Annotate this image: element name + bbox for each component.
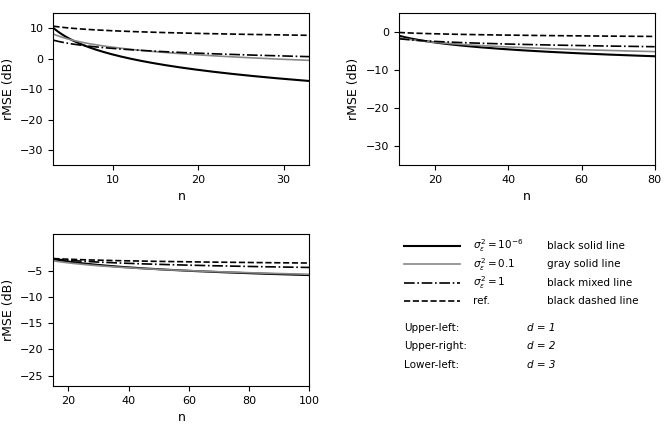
Text: Lower-left:: Lower-left: — [404, 360, 459, 370]
Text: Upper-right:: Upper-right: — [404, 341, 467, 351]
Text: $\sigma_\varepsilon^2 = 1$: $\sigma_\varepsilon^2 = 1$ — [473, 274, 506, 291]
X-axis label: n: n — [178, 411, 185, 424]
Text: gray solid line: gray solid line — [547, 259, 621, 269]
Text: d = 1: d = 1 — [527, 323, 555, 333]
Text: black mixed line: black mixed line — [547, 278, 633, 287]
Text: $\sigma_\varepsilon^2 = 0.1$: $\sigma_\varepsilon^2 = 0.1$ — [473, 256, 515, 272]
Text: Upper-left:: Upper-left: — [404, 323, 460, 333]
X-axis label: n: n — [523, 190, 530, 203]
Text: ref.: ref. — [473, 296, 490, 306]
Text: d = 2: d = 2 — [527, 341, 555, 351]
Text: black dashed line: black dashed line — [547, 296, 639, 306]
Y-axis label: rMSE (dB): rMSE (dB) — [1, 279, 15, 341]
Text: d = 3: d = 3 — [527, 360, 555, 370]
Y-axis label: rMSE (dB): rMSE (dB) — [1, 58, 15, 120]
Text: black solid line: black solid line — [547, 241, 625, 251]
X-axis label: n: n — [178, 190, 185, 203]
Y-axis label: rMSE (dB): rMSE (dB) — [347, 58, 360, 120]
Text: $\sigma_\varepsilon^2 = 10^{-6}$: $\sigma_\varepsilon^2 = 10^{-6}$ — [473, 238, 523, 254]
